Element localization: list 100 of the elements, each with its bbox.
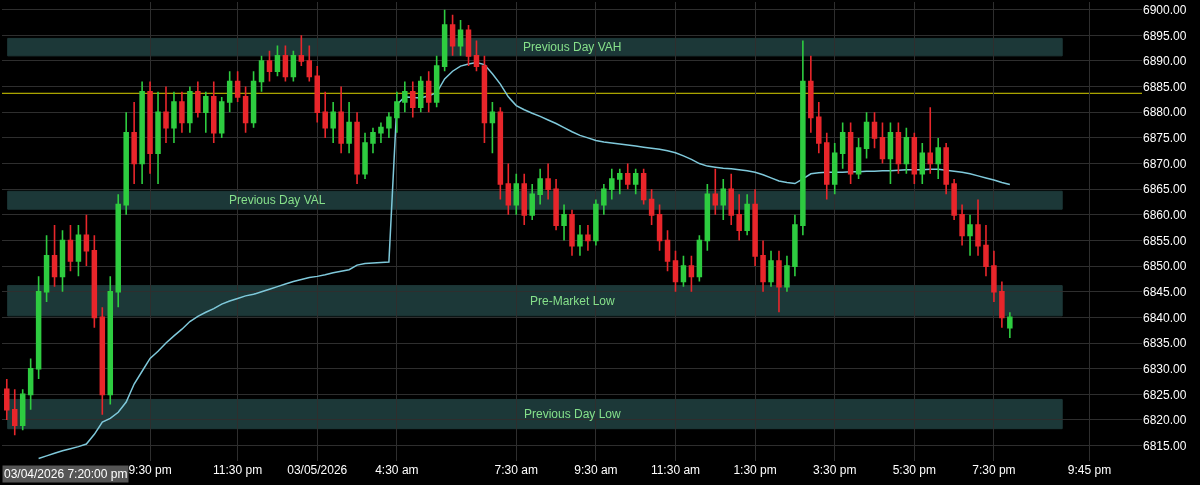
candlestick (967, 214, 973, 257)
candlestick (768, 249, 774, 288)
candlestick (919, 142, 926, 185)
candlestick (680, 255, 687, 288)
candlestick (640, 167, 647, 206)
candlestick (696, 234, 703, 283)
candlestick (147, 80, 153, 175)
candlestick (218, 96, 225, 139)
y-tick-label: 6900.00 (1143, 2, 1187, 17)
candlestick (991, 249, 997, 303)
candlestick (27, 357, 34, 411)
x-tick-label: 5:30 pm (892, 463, 936, 477)
candlestick (704, 183, 711, 252)
candlestick (839, 121, 846, 170)
candlestick (266, 49, 273, 83)
candlestick (935, 137, 941, 180)
y-tick-label: 6815.00 (1143, 438, 1187, 453)
candlestick (378, 121, 384, 144)
candlestick (449, 14, 456, 57)
candlestick (473, 39, 480, 73)
candlestick (163, 85, 169, 144)
candlestick (648, 188, 655, 226)
y-tick-label: 6820.00 (1143, 413, 1187, 428)
candlestick (51, 224, 58, 288)
candlestick (847, 121, 854, 185)
candlestick (346, 101, 352, 155)
candlestick (688, 255, 695, 293)
band-label: Previous Day VAL (229, 193, 326, 207)
candlestick (386, 111, 392, 139)
candlestick (242, 85, 249, 134)
x-tick-label: 9:30 pm (128, 463, 172, 477)
candlestick (752, 188, 758, 267)
candlestick (35, 275, 42, 380)
x-tick-label: 11:30 am (650, 463, 701, 477)
candlestick (800, 39, 806, 237)
candlestick (529, 183, 535, 221)
candlestick (115, 193, 121, 308)
band-label: Previous Day VAH (523, 40, 622, 54)
candlestick (67, 224, 74, 273)
candlestick (521, 173, 527, 226)
candlestick (362, 131, 368, 180)
candlestick (553, 178, 559, 232)
x-tick-label: 11:30 pm (213, 463, 263, 477)
candlestick (784, 255, 790, 293)
x-tick-label: 9:30 am (574, 463, 618, 477)
text: 03/04/2026 7:20:00 pm (4, 467, 128, 481)
candlestick (911, 131, 918, 185)
x-tick-label: 7:30 am (494, 463, 538, 477)
candlestick (903, 126, 910, 175)
y-tick-label: 6845.00 (1143, 284, 1187, 299)
candlestick (887, 121, 894, 185)
candlestick (19, 388, 26, 432)
candlestick (481, 55, 488, 144)
candlestick (537, 167, 543, 206)
candlestick (505, 162, 512, 216)
candlestick (211, 80, 217, 144)
candlestick (83, 214, 90, 267)
candlestick (632, 167, 639, 196)
candlestick (306, 44, 313, 83)
x-tick-label: 03/05/2026 (287, 463, 348, 477)
candlestick (609, 167, 615, 201)
candlestick (983, 224, 989, 278)
x-tick-label: 9:45 pm (1067, 463, 1112, 477)
candlestick (1007, 311, 1013, 339)
y-tick-label: 6880.00 (1143, 105, 1187, 120)
candlestick (258, 55, 265, 93)
y-tick-label: 6830.00 (1143, 361, 1187, 376)
y-tick-label: 6895.00 (1143, 28, 1187, 43)
candlestick (736, 193, 742, 242)
candlestick (226, 70, 233, 114)
candlestick (274, 44, 281, 78)
y-tick-label: 6825.00 (1143, 387, 1187, 402)
candlestick (712, 167, 719, 216)
candlestick (43, 234, 50, 303)
candlestick (951, 178, 957, 221)
candlestick (577, 224, 583, 257)
candlestick (394, 90, 400, 134)
candlestick (155, 90, 161, 185)
candlestick (234, 70, 241, 103)
x-tick-label: 1:30 pm (733, 463, 777, 477)
y-tick-label: 6850.00 (1143, 259, 1187, 274)
candlestick (425, 70, 432, 114)
candlestick (457, 19, 464, 57)
candlestick (879, 121, 886, 165)
candlestick (417, 75, 424, 114)
candlestick (75, 224, 82, 278)
candlestick (601, 183, 607, 216)
x-tick-label: 7:30 pm (972, 463, 1016, 477)
y-tick-label: 6890.00 (1143, 54, 1187, 69)
x-tick-label: 4:30 am (375, 463, 419, 477)
band-label: Pre-Market Low (530, 294, 616, 308)
x-tick-label: 3:30 pm (813, 463, 857, 477)
candlestick (465, 24, 472, 67)
candlestick (975, 198, 981, 257)
candlestick (855, 137, 862, 180)
candlestick (354, 111, 360, 185)
candlestick (760, 239, 766, 293)
line-series (37, 61, 1011, 460)
candlestick (171, 90, 177, 144)
candlestick (410, 80, 416, 119)
